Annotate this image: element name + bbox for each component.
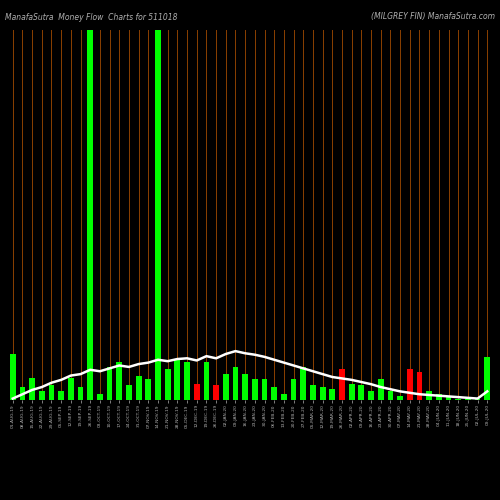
Bar [116, 362, 122, 400]
Bar [223, 374, 228, 400]
Bar [339, 369, 345, 400]
Bar [388, 391, 394, 400]
Bar [358, 385, 364, 400]
Bar [272, 386, 277, 400]
Bar [58, 391, 64, 400]
Bar [397, 396, 403, 400]
Bar [281, 394, 287, 400]
Bar [97, 394, 103, 400]
Bar [242, 374, 248, 400]
Bar [407, 369, 412, 400]
Bar [252, 380, 258, 400]
Bar [465, 398, 471, 400]
Bar [310, 385, 316, 400]
Bar [300, 366, 306, 400]
Bar [232, 366, 238, 400]
Bar [10, 354, 16, 400]
Bar [184, 362, 190, 400]
Bar [29, 378, 35, 400]
Bar [213, 385, 219, 400]
Bar [194, 384, 200, 400]
Bar [126, 385, 132, 400]
Bar [262, 380, 268, 400]
Bar [330, 389, 335, 400]
Bar [320, 386, 326, 400]
Bar [436, 394, 442, 400]
Bar [39, 391, 44, 400]
Bar [349, 384, 354, 400]
Bar [48, 385, 54, 400]
Bar [416, 372, 422, 400]
Bar [155, 30, 161, 400]
Bar [368, 391, 374, 400]
Bar [204, 362, 210, 400]
Bar [474, 398, 480, 400]
Bar [456, 398, 461, 400]
Bar [165, 369, 170, 400]
Bar [106, 366, 112, 400]
Bar [290, 380, 296, 400]
Bar [20, 386, 26, 400]
Text: ManafaSutra  Money Flow  Charts for 511018: ManafaSutra Money Flow Charts for 511018 [5, 12, 178, 22]
Bar [484, 357, 490, 400]
Text: (MILGREY FIN) ManafaSutra.com: (MILGREY FIN) ManafaSutra.com [371, 12, 495, 22]
Bar [378, 380, 384, 400]
Bar [136, 376, 141, 400]
Bar [78, 386, 84, 400]
Bar [174, 360, 180, 400]
Bar [68, 378, 74, 400]
Bar [426, 391, 432, 400]
Bar [446, 397, 452, 400]
Bar [88, 30, 93, 400]
Bar [146, 380, 151, 400]
